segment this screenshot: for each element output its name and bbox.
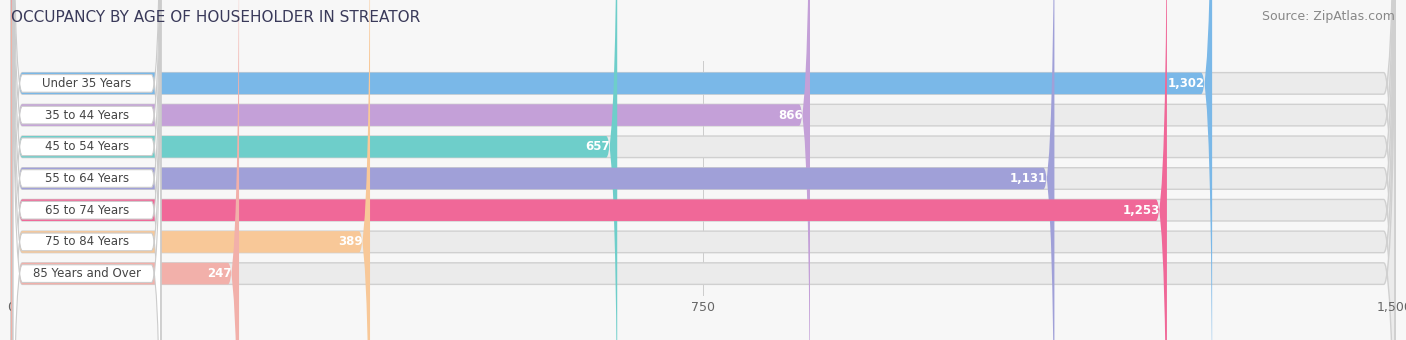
Text: 657: 657 — [585, 140, 610, 153]
FancyBboxPatch shape — [11, 0, 239, 340]
Text: 85 Years and Over: 85 Years and Over — [32, 267, 141, 280]
FancyBboxPatch shape — [11, 0, 1212, 340]
FancyBboxPatch shape — [11, 0, 1395, 340]
Text: 866: 866 — [778, 108, 803, 122]
Text: 1,131: 1,131 — [1010, 172, 1047, 185]
FancyBboxPatch shape — [13, 0, 160, 340]
Text: OCCUPANCY BY AGE OF HOUSEHOLDER IN STREATOR: OCCUPANCY BY AGE OF HOUSEHOLDER IN STREA… — [11, 10, 420, 25]
FancyBboxPatch shape — [13, 0, 160, 340]
FancyBboxPatch shape — [13, 0, 160, 340]
FancyBboxPatch shape — [11, 0, 617, 340]
Text: 1,253: 1,253 — [1122, 204, 1160, 217]
FancyBboxPatch shape — [11, 0, 1395, 340]
Text: 75 to 84 Years: 75 to 84 Years — [45, 235, 129, 249]
Text: 55 to 64 Years: 55 to 64 Years — [45, 172, 129, 185]
Text: 247: 247 — [207, 267, 232, 280]
FancyBboxPatch shape — [11, 0, 1054, 340]
Text: Under 35 Years: Under 35 Years — [42, 77, 132, 90]
Text: 65 to 74 Years: 65 to 74 Years — [45, 204, 129, 217]
Text: 389: 389 — [337, 235, 363, 249]
FancyBboxPatch shape — [11, 0, 1395, 340]
FancyBboxPatch shape — [13, 0, 160, 340]
FancyBboxPatch shape — [11, 0, 1395, 340]
Text: 1,302: 1,302 — [1167, 77, 1205, 90]
FancyBboxPatch shape — [13, 0, 160, 340]
FancyBboxPatch shape — [11, 0, 1167, 340]
FancyBboxPatch shape — [13, 0, 160, 340]
Text: 35 to 44 Years: 35 to 44 Years — [45, 108, 129, 122]
Text: Source: ZipAtlas.com: Source: ZipAtlas.com — [1261, 10, 1395, 23]
FancyBboxPatch shape — [11, 0, 370, 340]
FancyBboxPatch shape — [11, 0, 1395, 340]
Text: 45 to 54 Years: 45 to 54 Years — [45, 140, 129, 153]
FancyBboxPatch shape — [13, 0, 160, 340]
FancyBboxPatch shape — [11, 0, 1395, 340]
FancyBboxPatch shape — [11, 0, 810, 340]
FancyBboxPatch shape — [11, 0, 1395, 340]
